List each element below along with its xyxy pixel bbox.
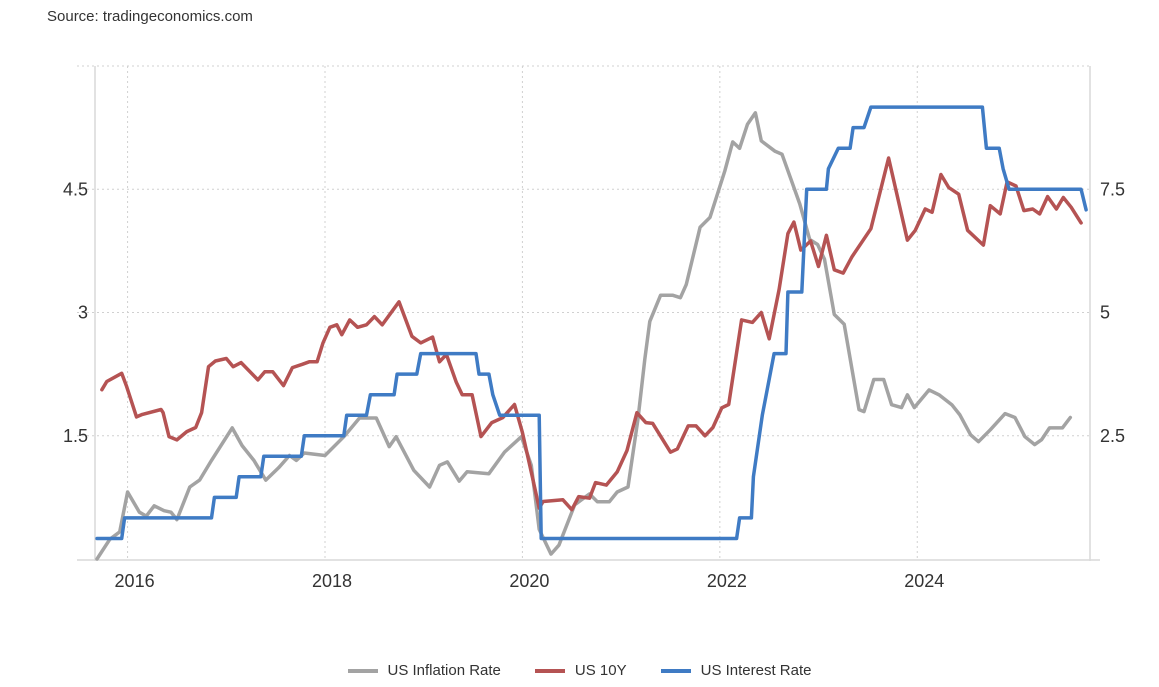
x-tick-label: 2022 [707,571,747,591]
legend-label-10y: US 10Y [574,662,627,679]
y-right-tick-label: 5 [1100,303,1110,323]
x-tick-label: 2018 [312,571,352,591]
legend-swatch-interest [660,668,691,673]
legend-label-interest: US Interest Rate [700,662,812,679]
y-left-tick-label: 3 [78,303,88,323]
y-right-tick-label: 7.5 [1100,179,1125,199]
legend-swatch-10y [534,668,565,673]
series-lines [95,105,1088,561]
legend-item-interest[interactable]: US Interest Rate [660,662,812,679]
legend-label-inflation: US Inflation Rate [387,662,501,679]
legend: US Inflation Rate US 10Y US Interest Rat… [0,662,1159,679]
legend-item-inflation[interactable]: US Inflation Rate [347,662,501,679]
axes: 2016 2018 2020 2022 2024 1.5 3 4.5 2.5 5 7.5 [63,66,1125,591]
gridlines [77,65,1090,559]
y-left-tick-label: 1.5 [63,426,88,446]
y-left-tick-label: 4.5 [63,179,88,199]
legend-swatch-inflation [347,668,378,673]
line-chart: 2016 2018 2020 2022 2024 1.5 3 4.5 2.5 5 7.5 [63,65,1125,591]
legend-item-10y[interactable]: US 10Y [534,662,627,679]
y-right-tick-label: 2.5 [1100,426,1125,446]
source-label: Source: tradingeconomics.com [47,8,253,25]
series-line-us-10y [100,156,1083,512]
x-tick-label: 2024 [904,571,944,591]
series-line-us-interest-rate [95,105,1088,541]
series-line-us-inflation-rate [95,111,1073,561]
x-tick-label: 2016 [115,571,155,591]
x-tick-label: 2020 [509,571,549,591]
